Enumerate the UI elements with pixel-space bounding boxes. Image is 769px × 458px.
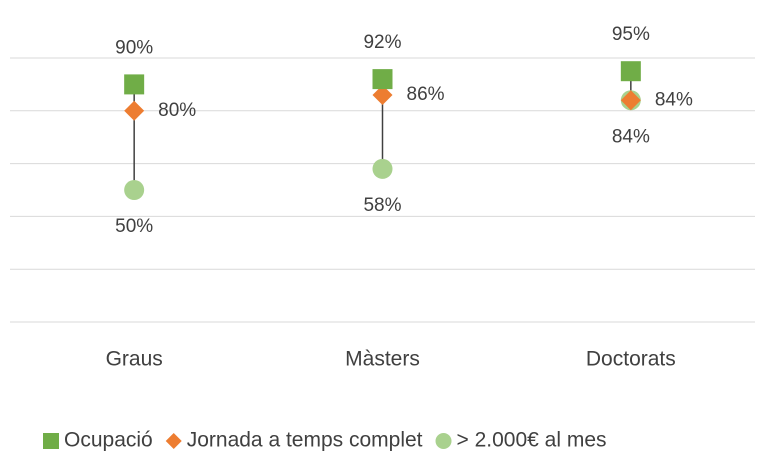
marker-diamond xyxy=(124,100,145,121)
x-tick-label: Graus xyxy=(106,348,163,371)
marker-diamond xyxy=(372,84,393,105)
legend-marker xyxy=(435,433,452,449)
data-label: 84% xyxy=(612,126,650,147)
marker-square xyxy=(620,61,641,82)
marker-square xyxy=(372,69,393,90)
legend-label: Ocupació xyxy=(64,429,153,452)
x-tick-label: Màsters xyxy=(345,348,420,371)
data-label: 58% xyxy=(363,195,401,216)
data-label: 50% xyxy=(115,216,153,237)
legend-marker xyxy=(165,433,182,449)
legend-label: Jornada a temps complet xyxy=(187,429,423,452)
data-label: 84% xyxy=(655,89,693,110)
data-label: 86% xyxy=(407,84,445,105)
data-label: 95% xyxy=(612,24,650,45)
data-label: 90% xyxy=(115,37,153,58)
x-tick-label: Doctorats xyxy=(586,348,676,371)
marker-circle xyxy=(124,180,145,200)
marker-circle xyxy=(372,158,393,179)
legend-label: > 2.000€ al mes xyxy=(457,429,607,452)
data-label: 80% xyxy=(158,100,196,121)
marker-diamond xyxy=(620,90,641,111)
marker-square xyxy=(124,74,145,95)
legend-marker xyxy=(43,433,59,449)
data-label: 92% xyxy=(363,32,401,53)
